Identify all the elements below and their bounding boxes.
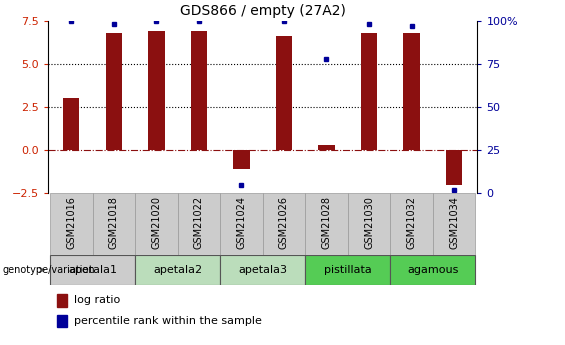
- Text: genotype/variation: genotype/variation: [3, 265, 95, 275]
- Bar: [149, 31, 164, 150]
- Text: GSM21020: GSM21020: [151, 196, 162, 249]
- Bar: [135, 193, 178, 255]
- Bar: [390, 193, 433, 255]
- Bar: [191, 31, 207, 150]
- Text: GSM21030: GSM21030: [364, 196, 374, 249]
- Bar: [50, 193, 93, 255]
- Bar: [56, 315, 67, 327]
- Bar: [220, 255, 305, 285]
- Bar: [390, 255, 475, 285]
- Bar: [276, 36, 292, 150]
- Bar: [135, 255, 220, 285]
- Bar: [63, 98, 80, 150]
- Bar: [433, 193, 475, 255]
- Bar: [220, 193, 263, 255]
- Text: agamous: agamous: [407, 265, 458, 275]
- Bar: [263, 193, 305, 255]
- Bar: [361, 33, 377, 150]
- Bar: [56, 294, 67, 307]
- Text: pistillata: pistillata: [324, 265, 372, 275]
- Bar: [305, 193, 347, 255]
- Text: log ratio: log ratio: [74, 296, 120, 305]
- Text: GSM21034: GSM21034: [449, 196, 459, 249]
- Text: percentile rank within the sample: percentile rank within the sample: [74, 316, 262, 326]
- Bar: [305, 255, 390, 285]
- Text: GSM21024: GSM21024: [237, 196, 246, 249]
- Text: apetala2: apetala2: [153, 265, 202, 275]
- Text: GSM21032: GSM21032: [407, 196, 416, 249]
- Text: GSM21018: GSM21018: [109, 196, 119, 249]
- Text: GSM21022: GSM21022: [194, 196, 204, 249]
- Bar: [347, 193, 390, 255]
- Bar: [106, 33, 122, 150]
- Text: apetala1: apetala1: [68, 265, 117, 275]
- Text: GSM21028: GSM21028: [321, 196, 332, 249]
- Text: GSM21026: GSM21026: [279, 196, 289, 249]
- Bar: [319, 145, 334, 150]
- Bar: [93, 193, 135, 255]
- Bar: [403, 33, 420, 150]
- Title: GDS866 / empty (27A2): GDS866 / empty (27A2): [180, 4, 346, 18]
- Text: apetala3: apetala3: [238, 265, 287, 275]
- Bar: [50, 255, 135, 285]
- Bar: [446, 150, 462, 185]
- Bar: [178, 193, 220, 255]
- Text: GSM21016: GSM21016: [67, 196, 76, 249]
- Bar: [233, 150, 250, 169]
